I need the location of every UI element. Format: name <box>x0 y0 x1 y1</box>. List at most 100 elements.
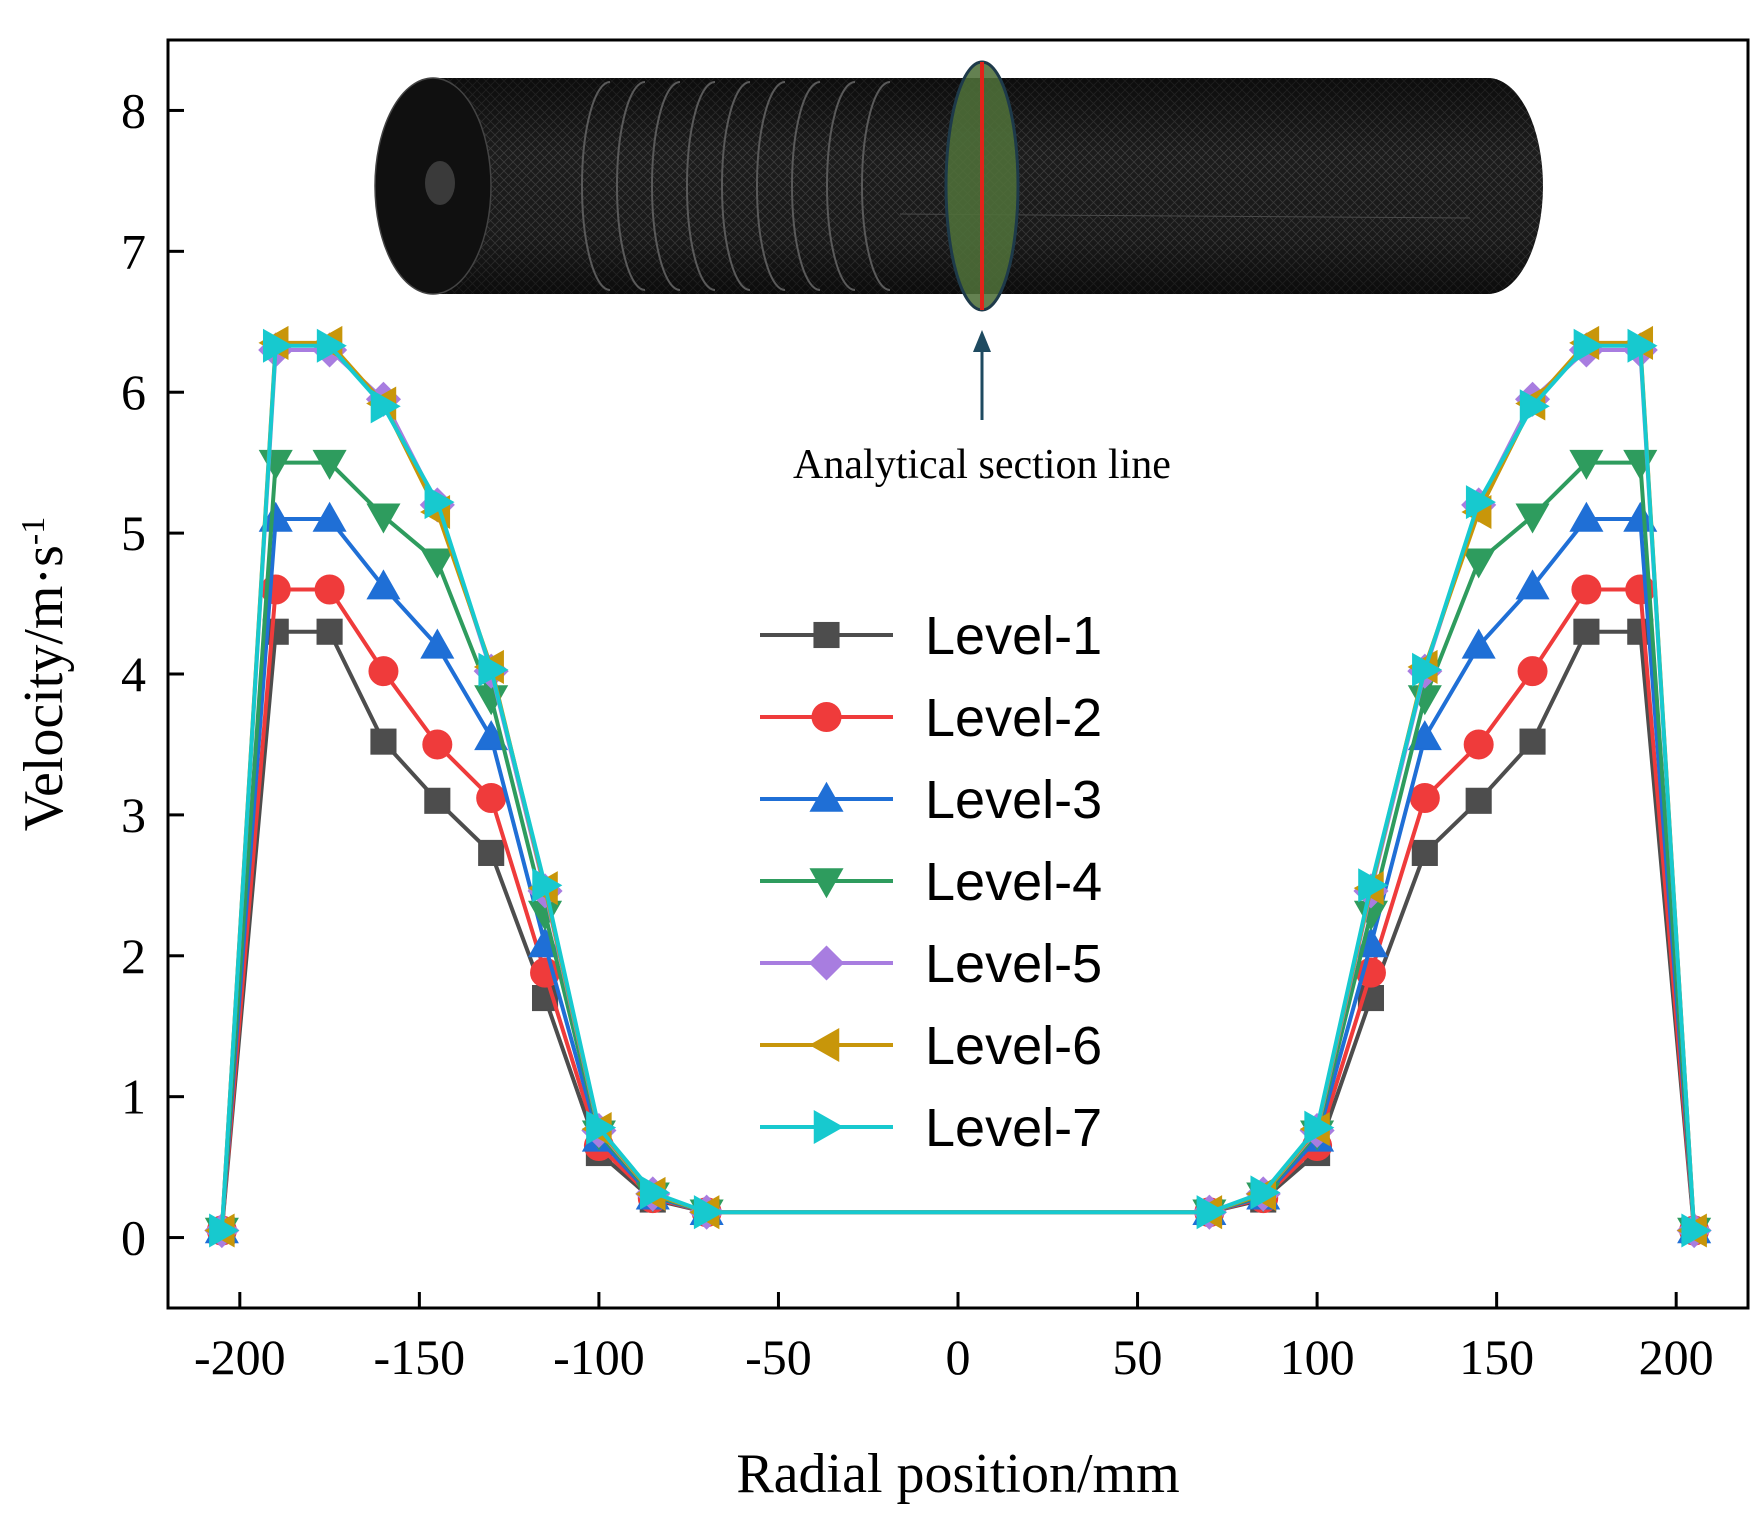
series-line-level-7 <box>219 343 1697 1231</box>
data-point-level-2 <box>1517 656 1548 687</box>
data-point-level-2 <box>422 729 453 760</box>
data-point-level-7 <box>1412 652 1443 687</box>
legend-item-level-2: Level-2 <box>760 688 1102 748</box>
data-point-level-7 <box>1250 1175 1281 1210</box>
cylinder-mesh-inset: Analytical section line <box>374 60 1543 488</box>
legend-marker-level-1 <box>813 621 840 649</box>
data-point-level-3 <box>1515 569 1550 600</box>
data-point-level-7 <box>1358 868 1389 903</box>
legend-label-level-5: Level-5 <box>925 934 1102 994</box>
data-point-level-4 <box>420 548 455 579</box>
data-point-level-7 <box>1304 1110 1335 1145</box>
legend-item-level-3: Level-3 <box>760 770 1102 830</box>
legend-marker-level-5 <box>808 945 845 981</box>
data-point-level-7 <box>370 389 401 424</box>
legend: Level-1 Level-2 Level-3 Level-4 Level-5 Level… <box>760 606 1102 1158</box>
data-point-level-7 <box>1573 328 1604 363</box>
data-point-level-1 <box>1573 618 1600 645</box>
data-point-level-3 <box>1623 501 1658 532</box>
legend-label-level-2: Level-2 <box>925 688 1102 748</box>
legend-marker-level-2 <box>811 702 842 732</box>
legend-marker-level-3 <box>809 781 844 812</box>
data-point-level-2 <box>368 656 399 687</box>
data-point-level-1 <box>316 618 343 645</box>
legend-label-level-6: Level-6 <box>925 1016 1102 1076</box>
x-tick-label: -50 <box>745 1329 812 1385</box>
data-point-level-1 <box>1465 787 1492 814</box>
data-point-level-3 <box>420 628 455 659</box>
x-tick-label: -200 <box>194 1329 286 1385</box>
data-point-level-2 <box>1463 729 1494 760</box>
data-point-level-4 <box>366 503 401 534</box>
data-point-level-1 <box>1519 728 1546 755</box>
legend-label-level-1: Level-1 <box>925 606 1102 666</box>
data-point-level-7 <box>640 1175 671 1210</box>
legend-marker-level-6 <box>809 1027 840 1063</box>
data-point-level-7 <box>1519 389 1550 424</box>
data-point-level-7 <box>1465 485 1496 520</box>
series-layer <box>204 325 1712 1249</box>
data-point-level-7 <box>1627 328 1658 363</box>
y-tick-label: 8 <box>121 82 146 138</box>
legend-label-level-4: Level-4 <box>925 852 1102 912</box>
x-tick-label: 100 <box>1280 1329 1355 1385</box>
y-tick-label: 6 <box>121 364 146 420</box>
x-tick-label: -100 <box>553 1329 645 1385</box>
data-point-level-1 <box>370 728 397 755</box>
y-axis-title: Velocity/m·s-1 <box>13 517 75 832</box>
legend-marker-level-4 <box>809 868 844 899</box>
cylinder-inlet-hole <box>425 161 455 205</box>
data-point-level-3 <box>312 501 347 532</box>
y-tick-label: 1 <box>121 1069 146 1125</box>
legend-item-level-7: Level-7 <box>760 1098 1102 1158</box>
data-point-level-4 <box>1461 548 1496 579</box>
legend-item-level-5: Level-5 <box>760 934 1102 994</box>
annotation-arrow-head <box>973 330 991 352</box>
y-tick-label: 7 <box>121 223 146 279</box>
annotation-text: Analytical section line <box>793 442 1171 488</box>
series-level-7 <box>209 328 1712 1248</box>
legend-label-level-3: Level-3 <box>925 770 1102 830</box>
data-point-level-1 <box>478 839 505 866</box>
data-point-level-7 <box>1196 1195 1227 1230</box>
y-tick-label: 2 <box>121 928 146 984</box>
legend-marker-level-7 <box>813 1109 844 1145</box>
data-point-level-3 <box>258 501 293 532</box>
legend-item-level-1: Level-1 <box>760 606 1102 666</box>
y-axis-title-main: Velocity/m·s <box>13 545 75 831</box>
data-point-level-7 <box>209 1213 240 1248</box>
data-point-level-3 <box>1461 628 1496 659</box>
data-point-level-4 <box>312 449 347 480</box>
data-point-level-7 <box>693 1195 724 1230</box>
x-tick-label: 0 <box>946 1329 971 1385</box>
data-point-level-4 <box>1569 449 1604 480</box>
x-tick-label: 150 <box>1459 1329 1534 1385</box>
data-point-level-7 <box>586 1110 617 1145</box>
data-point-level-7 <box>1681 1213 1712 1248</box>
data-point-level-4 <box>1515 503 1550 534</box>
data-point-level-3 <box>366 569 401 600</box>
data-point-level-7 <box>478 652 509 687</box>
y-tick-label: 4 <box>121 646 146 702</box>
data-point-level-2 <box>1571 574 1602 605</box>
data-point-level-7 <box>424 485 455 520</box>
y-tick-label: 3 <box>121 787 146 843</box>
data-point-level-1 <box>1411 839 1438 866</box>
x-axis-title: Radial position/mm <box>736 1443 1179 1505</box>
data-point-level-2 <box>1409 782 1440 813</box>
cylinder-ribs <box>581 81 891 291</box>
data-point-level-2 <box>314 574 345 605</box>
data-point-level-7 <box>532 868 563 903</box>
y-axis-title-sup: -1 <box>15 517 52 545</box>
axis-ticks: -200 -150 -100 -50 0 50 100 150 200 0 1 2 3 4 5 6 7 8 <box>121 82 1714 1385</box>
legend-item-level-6: Level-6 <box>760 1016 1102 1076</box>
data-point-level-2 <box>476 782 507 813</box>
legend-item-level-4: Level-4 <box>760 852 1102 912</box>
y-tick-label: 0 <box>121 1210 146 1266</box>
data-point-level-7 <box>316 328 347 363</box>
data-point-level-3 <box>1569 501 1604 532</box>
x-tick-label: 200 <box>1639 1329 1714 1385</box>
legend-label-level-7: Level-7 <box>925 1098 1102 1158</box>
y-tick-label: 5 <box>121 505 146 561</box>
